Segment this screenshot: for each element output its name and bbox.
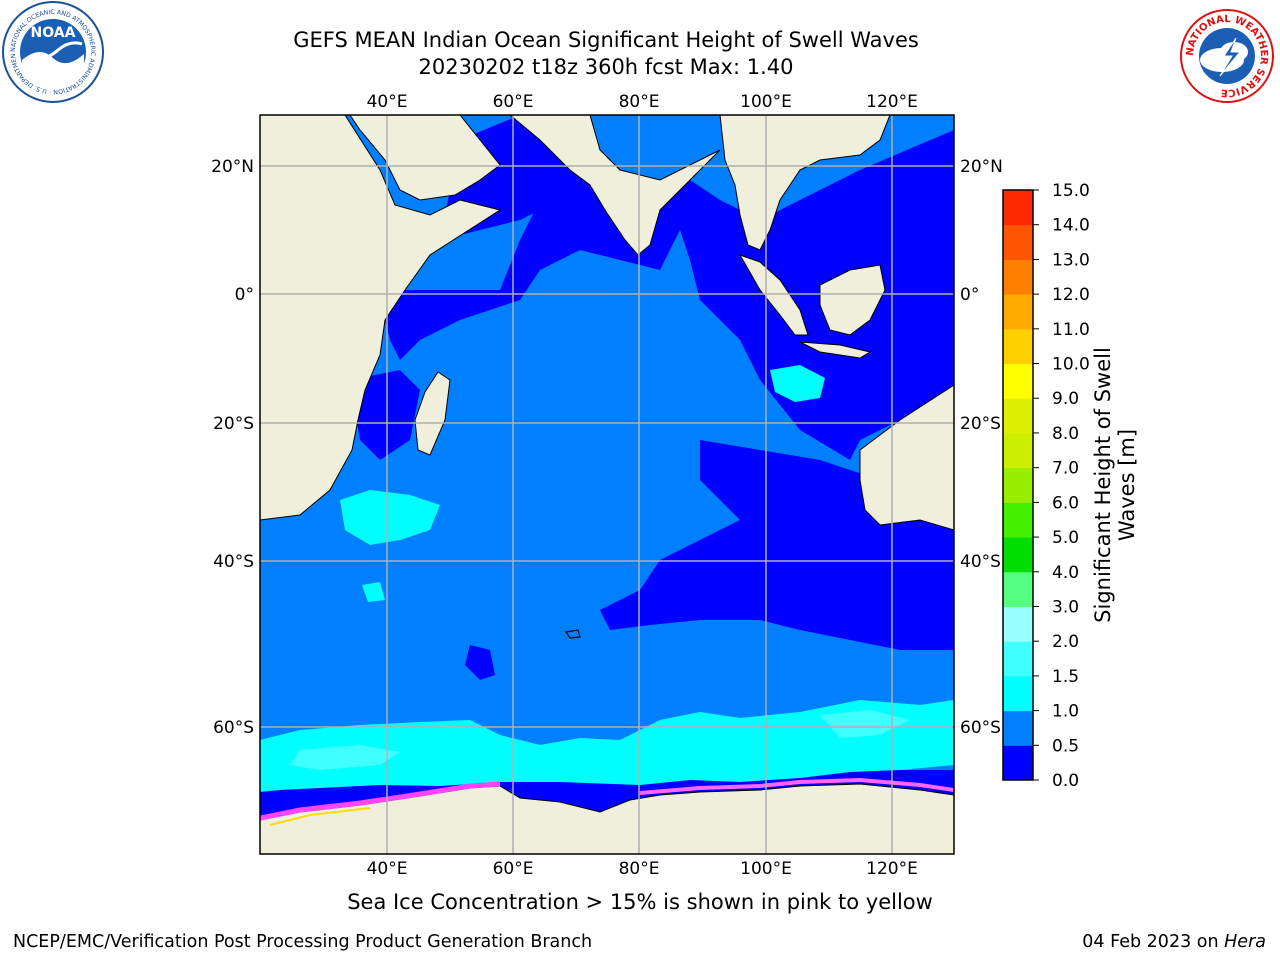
australia-land xyxy=(859,384,954,531)
colorbar: 0.0 0.5 1.0 1.5 2.0 3.0 4.0 5.0 6.0 7.0 8.0 9.0 10.0… xyxy=(1002,181,1090,791)
lat-label-left: 20°N xyxy=(211,157,254,177)
colorbar-tick-label: 8.0 xyxy=(1052,424,1079,444)
colorbar-title: Significant Height of Swell Waves [m] xyxy=(1091,305,1139,665)
high-swell-regions xyxy=(290,710,910,770)
colorbar-segment xyxy=(1003,745,1033,781)
colorbar-segment xyxy=(1003,398,1033,434)
lat-label-right: 20°S xyxy=(960,414,1001,434)
colorbar-segment xyxy=(1003,328,1033,365)
africa-land xyxy=(260,115,502,521)
lon-label-bottom: 120°E xyxy=(866,859,918,879)
colorbar-segment xyxy=(1003,606,1033,642)
footer-credit: NCEP/EMC/Verification Post Processing Pr… xyxy=(13,932,593,952)
lon-label-bottom: 60°E xyxy=(493,859,534,879)
footer-date: 04 Feb 2023 on Hera xyxy=(1082,932,1266,952)
colorbar-segment xyxy=(1003,537,1033,573)
colorbar-segment xyxy=(1003,710,1033,746)
colorbar-tick-label: 11.0 xyxy=(1052,320,1090,340)
colorbar-tick-label: 4.0 xyxy=(1052,563,1079,583)
madagascar-land xyxy=(414,371,451,456)
lat-label-right: 20°N xyxy=(960,157,1003,177)
colorbar-tick-label: 6.0 xyxy=(1052,493,1079,513)
lon-label-top: 120°E xyxy=(866,92,918,112)
moderate-swell-regions xyxy=(260,365,954,792)
lon-label-bottom: 100°E xyxy=(740,859,792,879)
colorbar-tick-label: 5.0 xyxy=(1052,528,1079,548)
kerguelen-island xyxy=(564,629,581,639)
colorbar-segment xyxy=(1003,363,1033,399)
colorbar-segment xyxy=(1003,259,1033,295)
lat-label-left: 60°S xyxy=(213,718,254,738)
colorbar-tick-label: 1.0 xyxy=(1052,702,1079,722)
lat-labels-right: 20°N 0° 20°S 40°S 60°S xyxy=(960,157,1003,738)
colorbar-segment xyxy=(1003,641,1033,677)
lat-label-left: 40°S xyxy=(213,552,254,572)
colorbar-segment xyxy=(1003,571,1033,607)
lon-label-top: 80°E xyxy=(619,92,660,112)
lat-labels-left: 20°N 0° 20°S 40°S 60°S xyxy=(211,157,254,738)
colorbar-segment xyxy=(1003,432,1033,469)
lat-label-left: 0° xyxy=(235,285,254,305)
sea-ice-yellow xyxy=(269,807,371,826)
colorbar-segment xyxy=(1003,502,1033,538)
colorbar-tick-label: 7.0 xyxy=(1052,459,1079,479)
footer-host: Hera xyxy=(1224,932,1266,952)
lat-label-right: 40°S xyxy=(960,552,1001,572)
lon-label-top: 60°E xyxy=(493,92,534,112)
colorbar-tick-label: 3.0 xyxy=(1052,597,1079,617)
colorbar-tick-label: 0.0 xyxy=(1052,771,1079,791)
colorbar-segment xyxy=(1003,467,1033,503)
colorbar-tick-label: 15.0 xyxy=(1052,181,1090,201)
borneo-land xyxy=(819,264,886,336)
lon-label-top: 40°E xyxy=(367,92,408,112)
lon-label-bottom: 80°E xyxy=(619,859,660,879)
colorbar-tick-label: 10.0 xyxy=(1052,355,1090,375)
colorbar-title-line2: Waves [m] xyxy=(1115,428,1139,542)
noaa-logo-text: NOAA xyxy=(31,25,76,41)
lon-labels-top: 40°E 60°E 80°E 100°E 120°E xyxy=(367,92,918,112)
colorbar-tick-label: 14.0 xyxy=(1052,216,1090,236)
colorbar-segment xyxy=(1003,224,1033,260)
colorbar-tick-label: 9.0 xyxy=(1052,389,1079,409)
colorbar-tick-label: 1.5 xyxy=(1052,667,1079,687)
lon-label-top: 100°E xyxy=(740,92,792,112)
colorbar-segment xyxy=(1003,190,1033,226)
lon-label-bottom: 40°E xyxy=(367,859,408,879)
lat-label-left: 20°S xyxy=(213,414,254,434)
se-asia-land xyxy=(719,115,891,251)
sea-ice-fringe-east xyxy=(639,777,954,795)
sea-ice-caption: Sea Ice Concentration > 15% is shown in … xyxy=(347,890,933,914)
colorbar-segment xyxy=(1003,675,1033,712)
map-area xyxy=(260,115,954,854)
java-land xyxy=(799,341,872,359)
lat-label-right: 0° xyxy=(960,285,979,305)
colorbar-frame xyxy=(1002,189,1034,781)
colorbar-tick-label: 12.0 xyxy=(1052,285,1090,305)
colorbar-tick-label: 2.0 xyxy=(1052,632,1079,652)
colorbar-title-line1: Significant Height of Swell xyxy=(1091,347,1115,623)
colorbar-tick-label: 0.5 xyxy=(1052,736,1079,756)
map-frame xyxy=(259,114,955,855)
nws-logo: NATIONAL WEATHER SERVICE xyxy=(1180,9,1274,103)
footer-date-text: 04 Feb 2023 on xyxy=(1082,932,1225,952)
sea-ice-fringe-west xyxy=(260,781,501,821)
colorbar-tick-label: 13.0 xyxy=(1052,250,1090,270)
lon-labels-bottom: 40°E 60°E 80°E 100°E 120°E xyxy=(367,859,918,879)
chart-title: GEFS MEAN Indian Ocean Significant Heigh… xyxy=(293,28,919,52)
noaa-logo: NATIONAL OCEANIC AND ATMOSPHERIC ADMINIS… xyxy=(0,0,104,103)
colorbar-segment xyxy=(1003,294,1033,330)
lat-label-right: 60°S xyxy=(960,718,1001,738)
chart-subtitle: 20230202 t18z 360h fcst Max: 1.40 xyxy=(418,55,794,79)
graticule xyxy=(260,115,954,854)
